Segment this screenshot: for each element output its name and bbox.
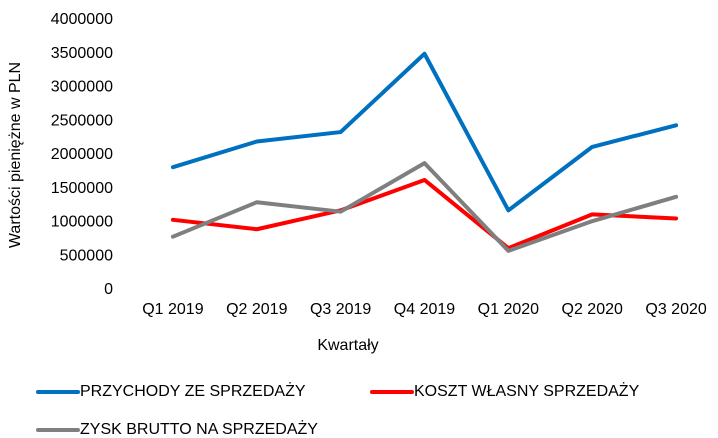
y-tick-label: 1000000	[51, 214, 113, 231]
x-tick-label: Q1 2020	[478, 301, 539, 318]
x-tick-label: Q1 2019	[142, 301, 203, 318]
x-tick-label: Q2 2020	[562, 301, 623, 318]
y-tick-label: 2000000	[51, 146, 113, 163]
y-tick-label: 500000	[60, 247, 113, 264]
series-line	[170, 177, 679, 251]
x-tick-label: Q4 2019	[394, 301, 455, 318]
legend-label: ZYSK BRUTTO NA SPRZEDAŻY	[80, 419, 318, 438]
y-tick-label: 1500000	[51, 180, 113, 197]
legend-label: PRZYCHODY ZE SPRZEDAŻY	[80, 381, 306, 400]
y-tick-label: 3000000	[51, 79, 113, 96]
legend-label: KOSZT WŁASNY SPRZEDAŻY	[414, 381, 640, 400]
y-tick-label: 4000000	[51, 11, 113, 28]
x-tick-label: Q3 2020	[645, 301, 706, 318]
x-axis-label: Kwartały	[317, 337, 378, 354]
x-tick-label: Q2 2019	[226, 301, 287, 318]
y-tick-label: 3500000	[51, 45, 113, 62]
series-line	[170, 161, 679, 253]
x-tick-label: Q3 2019	[310, 301, 371, 318]
series-line	[170, 51, 679, 213]
y-axis-label: Wartości pieniężne w PLN	[7, 62, 24, 248]
y-tick-label: 2500000	[51, 112, 113, 129]
y-tick-label: 0	[104, 281, 113, 298]
